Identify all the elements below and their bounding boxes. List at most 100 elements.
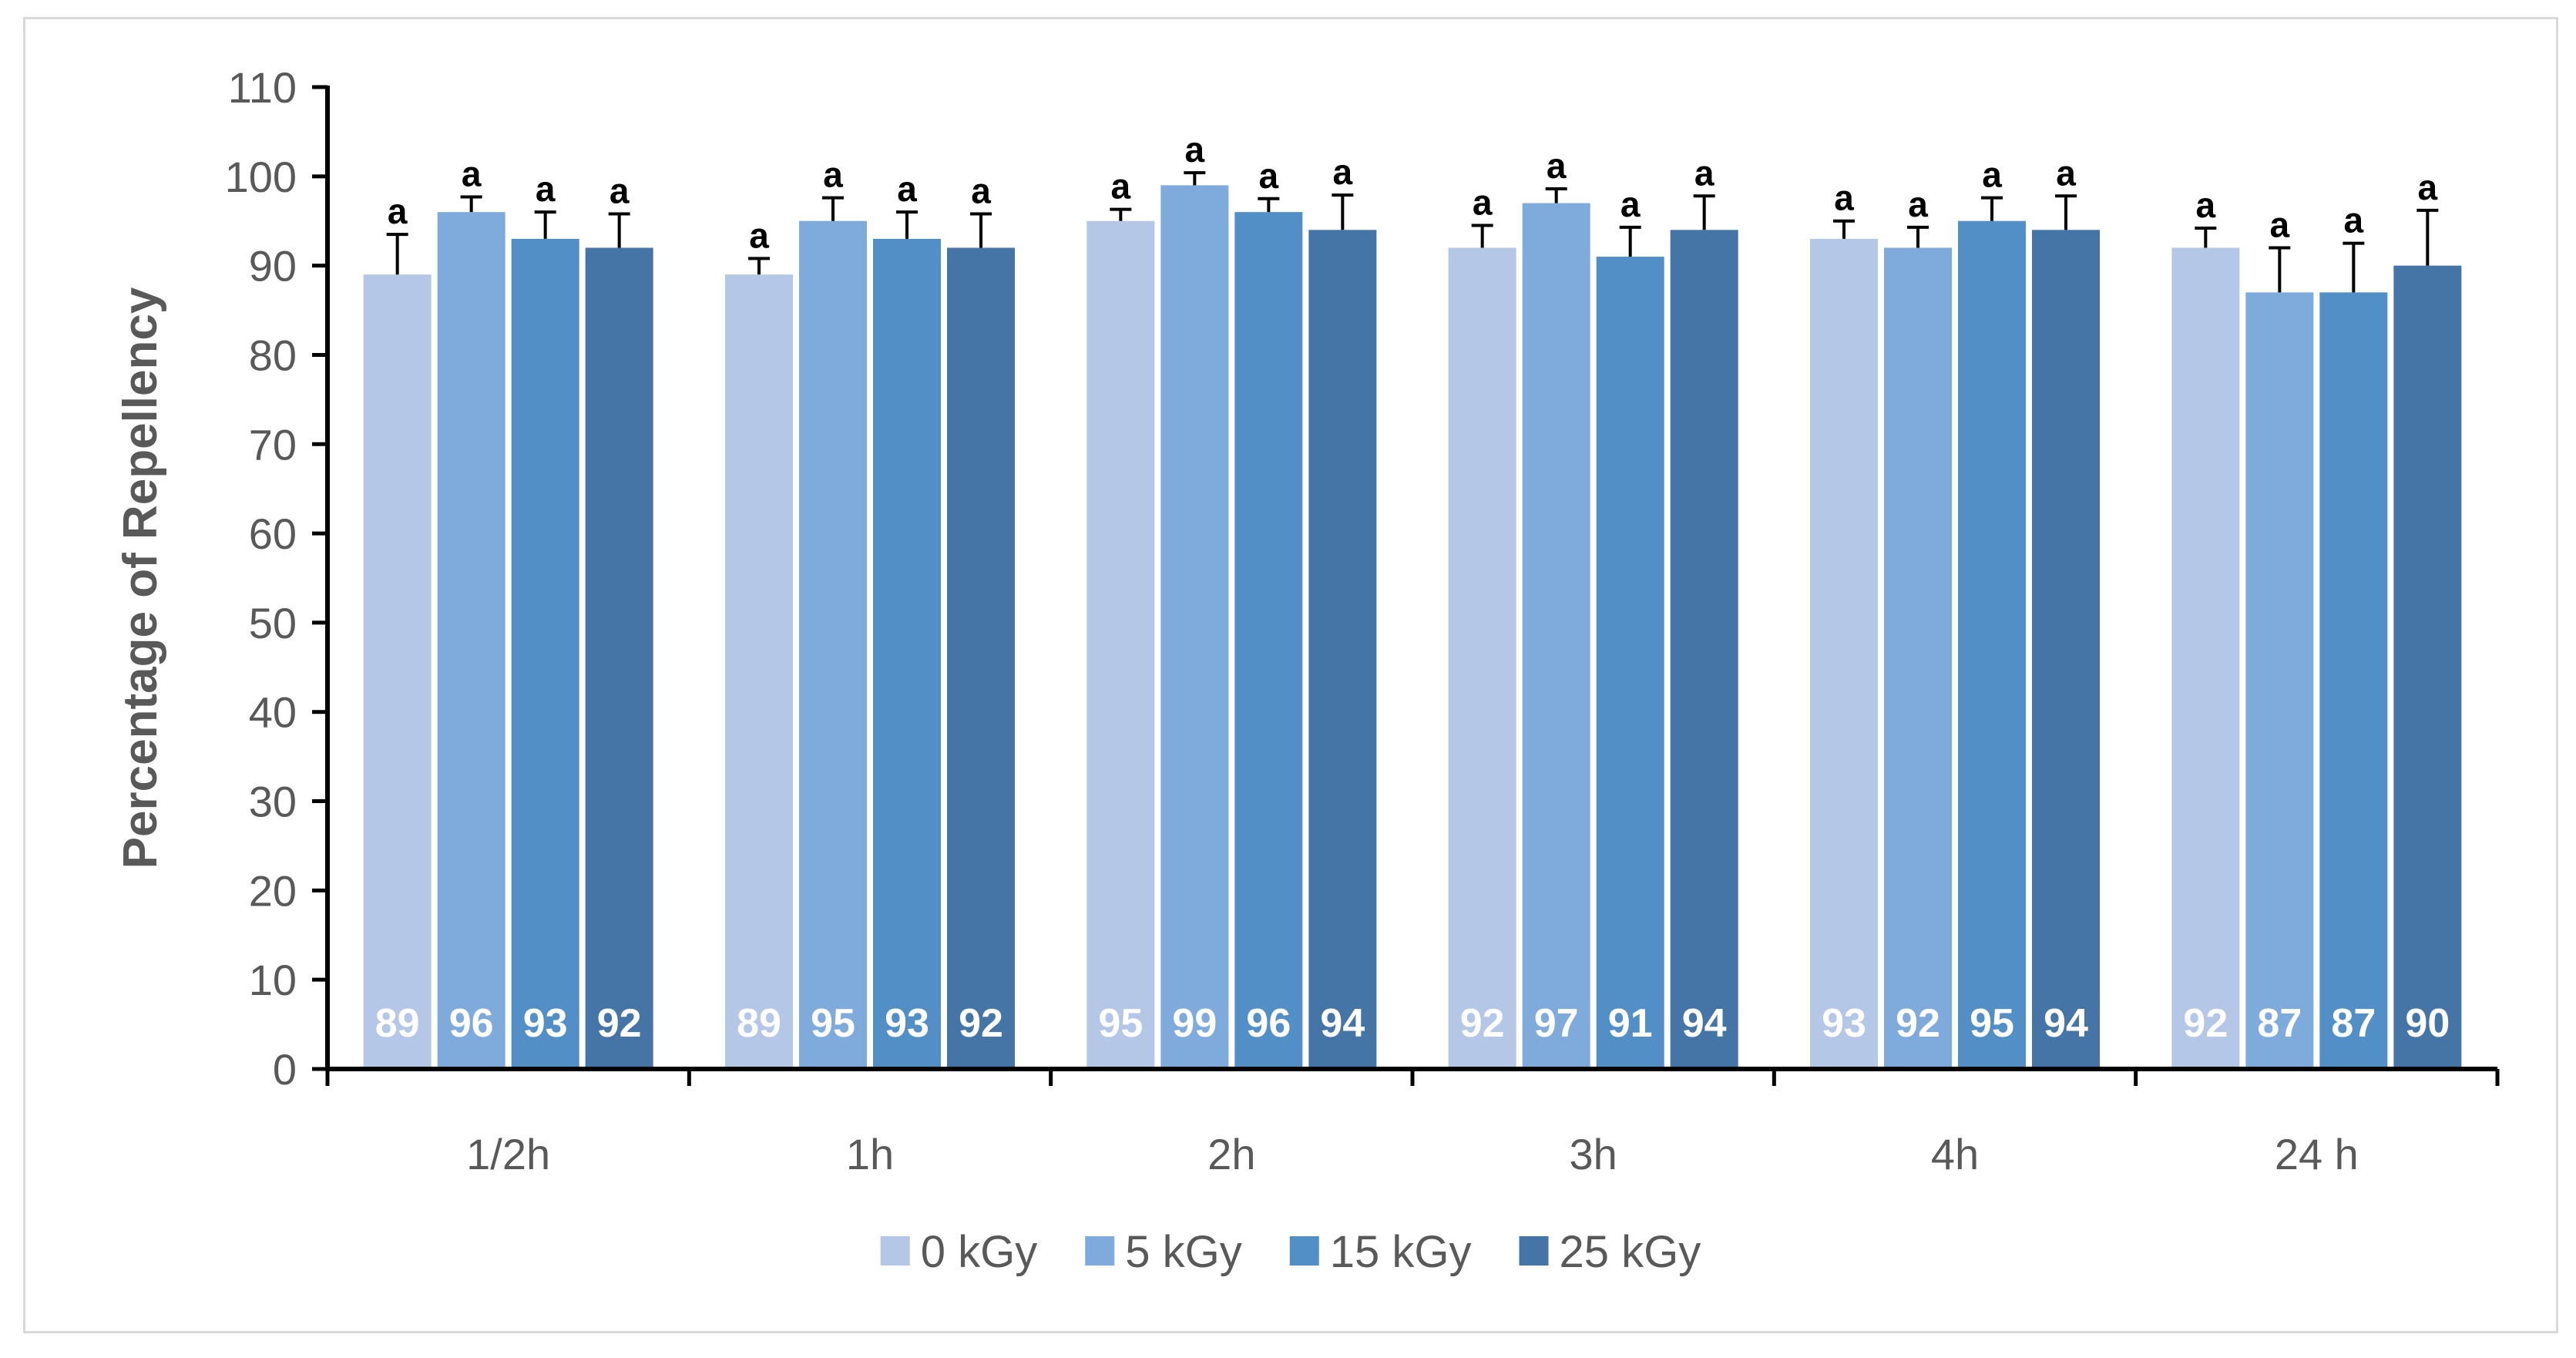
bar <box>2393 265 2462 1069</box>
bar <box>1596 257 1664 1069</box>
data-label: 87 <box>2257 1001 2302 1046</box>
bar <box>799 220 867 1069</box>
legend-label: 0 kGy <box>921 1227 1038 1277</box>
bar <box>2319 292 2388 1069</box>
y-tick-label: 50 <box>249 599 297 647</box>
y-tick-label: 60 <box>249 509 297 558</box>
bar <box>2032 230 2100 1069</box>
bar-chart: Percentage of Repellency 0 10 20 30 40 50 60 70… <box>114 63 2500 1277</box>
x-tick-label: 1/2h <box>466 1130 550 1178</box>
legend-swatch <box>1085 1236 1115 1266</box>
y-tick-label: 0 <box>273 1045 297 1094</box>
legend-label: 25 kGy <box>1560 1227 1701 1277</box>
y-tick-label: 70 <box>249 420 297 469</box>
significance-label: a <box>971 170 991 210</box>
significance-label: a <box>1620 184 1641 224</box>
x-tick-label: 2h <box>1207 1130 1255 1178</box>
data-label: 92 <box>959 1001 1003 1046</box>
bar <box>1308 230 1377 1069</box>
bar <box>2171 247 2240 1070</box>
legend-label: 5 kGy <box>1125 1227 1242 1277</box>
data-label: 96 <box>1246 1001 1291 1046</box>
significance-label: a <box>1982 155 2002 195</box>
x-tick-label: 3h <box>1570 1130 1617 1178</box>
bar <box>947 247 1015 1070</box>
data-label: 96 <box>449 1001 494 1046</box>
bar <box>2245 292 2314 1069</box>
significance-label: a <box>462 153 482 193</box>
y-tick-label: 10 <box>249 956 297 1004</box>
y-axis-title-group: Percentage of Repellency <box>114 287 167 869</box>
data-label: 89 <box>375 1001 420 1046</box>
x-axis-ticks: 1/2h 1h 2h 3h 4h 24 h <box>325 1069 2500 1178</box>
data-label: 95 <box>811 1001 855 1046</box>
bar <box>1234 212 1303 1069</box>
bar <box>511 238 579 1070</box>
significance-label: a <box>1473 183 1493 223</box>
significance-label: a <box>2418 167 2438 207</box>
bar <box>1160 185 1229 1069</box>
x-tick-label: 4h <box>1931 1130 1979 1178</box>
y-tick-label: 30 <box>249 778 297 826</box>
data-label: 94 <box>1682 1001 1727 1046</box>
bar <box>1958 220 2026 1069</box>
significance-label: a <box>1333 152 1353 192</box>
significance-label: a <box>536 169 556 209</box>
significance-label: a <box>1185 129 1205 170</box>
significance-label: a <box>2056 153 2076 193</box>
bar <box>1810 238 1878 1070</box>
bar <box>363 274 432 1070</box>
data-label: 89 <box>737 1001 781 1046</box>
y-tick-label: 20 <box>249 866 297 915</box>
data-label: 87 <box>2331 1001 2376 1046</box>
legend-label: 15 kGy <box>1330 1227 1472 1277</box>
data-label: 92 <box>1896 1001 1940 1046</box>
bar <box>1670 230 1738 1069</box>
significance-label: a <box>823 155 843 195</box>
x-tick-label: 24 h <box>2275 1130 2359 1178</box>
bar <box>1522 203 1590 1070</box>
y-tick-label: 110 <box>228 63 297 112</box>
significance-label: a <box>1259 156 1279 196</box>
bar <box>437 212 505 1069</box>
significance-label: a <box>388 191 408 231</box>
data-labels: a 89 a 96 a 93 a 92 a 89 a 95 a 93 a 92 a 95 a 99 a 96 a 94 a 92 a… <box>375 129 2450 1046</box>
data-label: 93 <box>523 1001 568 1046</box>
data-label: 97 <box>1534 1001 1579 1046</box>
data-label: 92 <box>597 1001 642 1046</box>
legend: 0 kGy 5 kGy 15 kGy 25 kGy <box>880 1227 1701 1277</box>
data-label: 92 <box>1460 1001 1505 1046</box>
data-label: 92 <box>2183 1001 2228 1046</box>
y-axis-title: Percentage of Repellency <box>114 287 167 869</box>
data-label: 93 <box>1822 1001 1866 1046</box>
bar <box>873 238 941 1070</box>
significance-label: a <box>610 170 630 210</box>
y-axis-ticks: 0 10 20 30 40 50 60 70 80 90 100 110 <box>225 63 327 1094</box>
significance-label: a <box>1908 184 1928 224</box>
error-bars <box>386 171 2439 293</box>
y-tick-label: 100 <box>225 153 297 201</box>
y-tick-label: 80 <box>249 331 297 379</box>
legend-swatch <box>1519 1236 1549 1266</box>
bar <box>1448 247 1516 1070</box>
bar <box>585 247 653 1070</box>
bars <box>363 185 2462 1070</box>
significance-label: a <box>897 169 917 209</box>
data-label: 90 <box>2405 1001 2450 1046</box>
significance-label: a <box>2196 185 2216 225</box>
bar <box>1086 220 1155 1069</box>
significance-label: a <box>1547 146 1567 186</box>
data-label: 94 <box>1320 1001 1365 1046</box>
x-tick-label: 1h <box>846 1130 894 1178</box>
significance-label: a <box>2270 204 2290 244</box>
legend-swatch <box>1289 1236 1319 1266</box>
data-label: 95 <box>1098 1001 1143 1046</box>
y-tick-label: 40 <box>249 688 297 737</box>
bar <box>725 274 793 1070</box>
data-label: 93 <box>885 1001 929 1046</box>
significance-label: a <box>2344 200 2364 240</box>
significance-label: a <box>1694 153 1715 193</box>
significance-label: a <box>1111 166 1131 207</box>
data-label: 95 <box>1970 1001 2014 1046</box>
chart-frame: Percentage of Repellency 0 10 20 30 40 50 60 70… <box>23 17 2558 1333</box>
